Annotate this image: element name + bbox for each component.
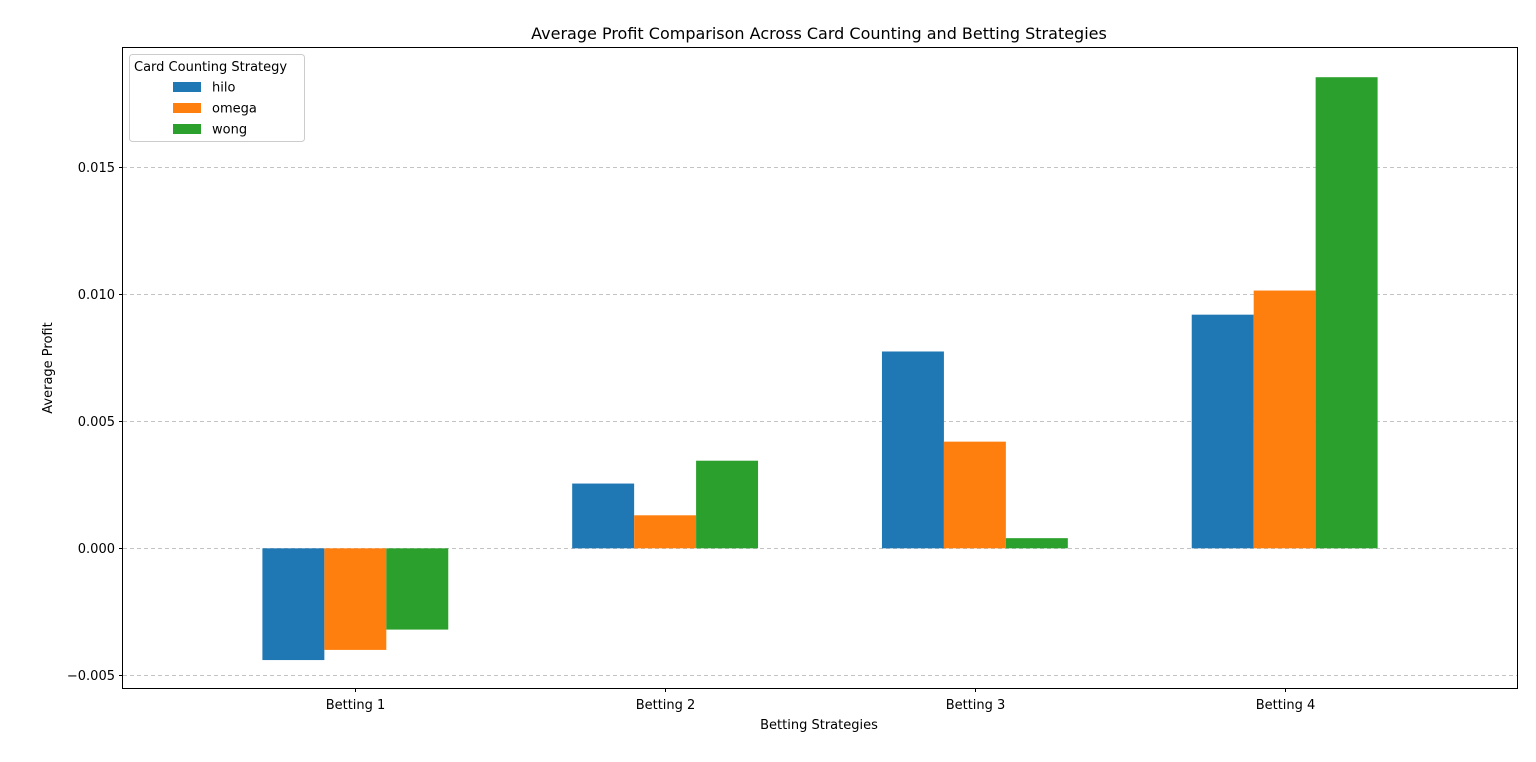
x-tick-label: Betting 3 (946, 698, 1006, 713)
y-tick-label: −0.005 (67, 669, 115, 684)
legend-swatch-hilo (173, 82, 201, 92)
x-tick-label: Betting 1 (326, 698, 386, 713)
bar-wong-3 (1005, 538, 1068, 549)
bar-omega-2 (634, 515, 697, 549)
bar-wong-2 (696, 460, 759, 549)
chart-title: Average Profit Comparison Across Card Co… (531, 24, 1107, 43)
legend-label-hilo: hilo (212, 81, 235, 96)
legend-entries: hilo omega wong (173, 81, 257, 138)
x-tick-label: Betting 4 (1256, 698, 1316, 713)
legend: Card Counting Strategy hilo omega wong (129, 54, 305, 142)
legend-label-omega: omega (212, 102, 257, 117)
legend-swatch-wong (173, 124, 201, 134)
bar-hilo-2 (572, 483, 635, 549)
bar-omega-1 (324, 548, 387, 650)
x-axis-ticks: Betting 1 Betting 2 Betting 3 Betting 4 (326, 688, 1316, 713)
bar-omega-3 (943, 441, 1006, 549)
y-tick-label: 0.015 (78, 161, 115, 176)
x-tick-label: Betting 2 (636, 698, 696, 713)
bars (262, 77, 1378, 661)
bar-wong-1 (386, 548, 449, 630)
x-axis-label: Betting Strategies (760, 718, 878, 733)
legend-label-wong: wong (212, 123, 247, 138)
bar-omega-4 (1253, 290, 1316, 549)
bar-hilo-3 (881, 351, 944, 549)
y-tick-label: 0.005 (78, 415, 115, 430)
legend-box (129, 54, 305, 142)
y-tick-label: 0.000 (78, 542, 115, 557)
bar-hilo-1 (262, 548, 325, 661)
y-axis-label: Average Profit (41, 322, 56, 413)
legend-title: Card Counting Strategy (134, 60, 287, 75)
bar-wong-4 (1315, 77, 1378, 549)
y-axis-ticks: −0.005 0.000 0.005 0.010 0.015 (67, 161, 123, 684)
y-tick-label: 0.010 (78, 288, 115, 303)
plot-frame (122, 47, 1518, 689)
legend-swatch-omega (173, 103, 201, 113)
bar-hilo-4 (1191, 314, 1254, 549)
